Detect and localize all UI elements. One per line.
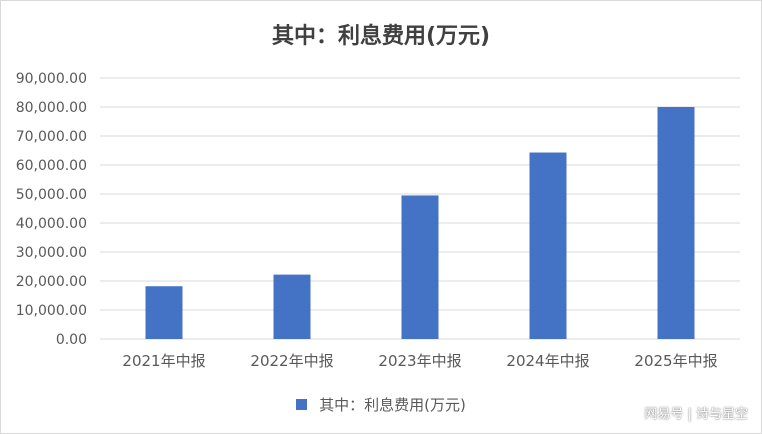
chart-title: 其中：利息费用(万元)	[271, 24, 491, 49]
y-tick-label: 0.00	[56, 332, 87, 348]
y-tick-label: 70,000.00	[16, 129, 87, 145]
x-tick-label: 2021年中报	[122, 352, 205, 370]
legend: 其中：利息费用(万元)	[0, 394, 762, 415]
legend-label: 其中：利息费用(万元)	[319, 396, 466, 414]
y-tick-label: 60,000.00	[16, 158, 87, 174]
legend-swatch	[296, 399, 308, 410]
bar	[145, 286, 183, 339]
y-tick-label: 10,000.00	[16, 303, 87, 319]
y-tick-label: 90,000.00	[16, 71, 87, 87]
bar	[273, 274, 311, 339]
x-tick-label: 2023年中报	[378, 352, 461, 370]
y-tick-label: 40,000.00	[16, 216, 87, 232]
y-tick-label: 80,000.00	[16, 100, 87, 116]
bar	[529, 152, 567, 339]
bar	[401, 195, 439, 339]
y-tick-label: 50,000.00	[16, 187, 87, 203]
bar	[657, 107, 695, 339]
y-tick-label: 20,000.00	[16, 274, 87, 290]
watermark-text: 网易号 | 诗与星空	[644, 407, 748, 422]
x-tick-label: 2024年中报	[506, 352, 589, 370]
y-tick-label: 30,000.00	[16, 245, 87, 261]
x-tick-label: 2022年中报	[250, 352, 333, 370]
x-tick-label: 2025年中报	[634, 352, 717, 370]
